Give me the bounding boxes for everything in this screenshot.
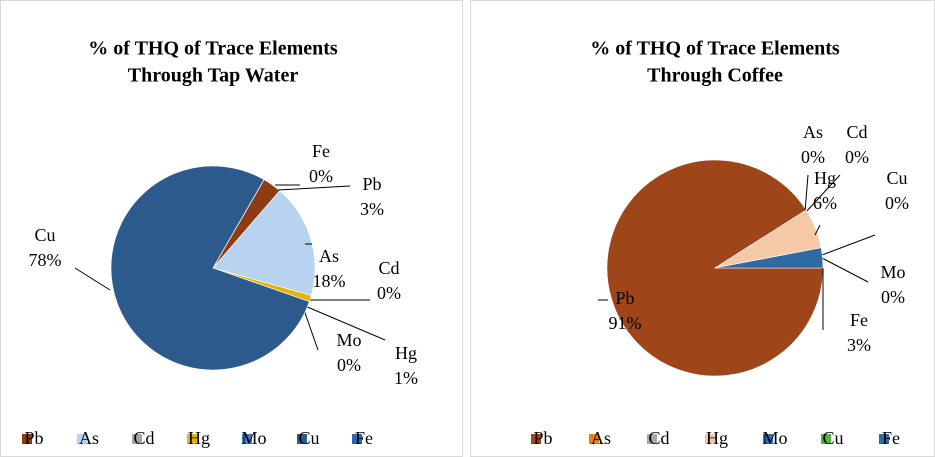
pie-slice bbox=[212, 190, 316, 296]
legend-label: Mo bbox=[241, 428, 266, 448]
legend-label: Hg bbox=[188, 428, 210, 448]
leader-line bbox=[821, 257, 869, 283]
legend-swatch bbox=[531, 434, 541, 444]
data-label-name: Fe bbox=[850, 310, 868, 330]
data-label-name: Cd bbox=[846, 122, 867, 142]
data-label: 91% bbox=[609, 313, 642, 333]
legend-label: Cd bbox=[648, 428, 669, 448]
chart-subtitle: Through Tap Water bbox=[128, 65, 299, 87]
data-label-name: As bbox=[803, 122, 823, 142]
leader-line bbox=[821, 234, 876, 256]
chart-subtitle: Through Coffee bbox=[647, 65, 783, 87]
data-label: 0% bbox=[377, 283, 401, 303]
data-label: 1% bbox=[394, 368, 418, 388]
leader-line bbox=[804, 174, 809, 213]
legend-swatch bbox=[821, 434, 831, 444]
data-label: 18% bbox=[313, 271, 346, 291]
legend-swatch bbox=[647, 434, 657, 444]
legend-label: Fe bbox=[882, 428, 900, 448]
leader-line bbox=[74, 267, 111, 291]
data-label-name: Hg bbox=[395, 343, 417, 363]
data-label-name: Cd bbox=[378, 258, 399, 278]
legend-swatch bbox=[297, 434, 307, 444]
leader-line bbox=[805, 174, 841, 213]
legend-label: As bbox=[591, 428, 611, 448]
legend-swatch bbox=[22, 434, 32, 444]
data-label-name: Mo bbox=[880, 262, 905, 282]
legend-label: Fe bbox=[355, 428, 373, 448]
chart-title: % of THQ of Trace Elements bbox=[88, 38, 338, 60]
data-label: 0% bbox=[337, 355, 361, 375]
legend-label: Mo bbox=[762, 428, 787, 448]
legend-label: Hg bbox=[706, 428, 728, 448]
data-label: 0% bbox=[309, 166, 333, 186]
leader-line bbox=[277, 185, 351, 191]
leader-line bbox=[304, 305, 386, 341]
legend-swatch bbox=[242, 434, 252, 444]
data-label-name: Cu bbox=[886, 168, 907, 188]
legend-label: Pb bbox=[533, 428, 552, 448]
data-label: 3% bbox=[847, 335, 871, 355]
data-label: 6% bbox=[813, 193, 837, 213]
chart-title: % of THQ of Trace Elements bbox=[590, 38, 840, 60]
data-label: 3% bbox=[360, 199, 384, 219]
data-label-name: As bbox=[319, 246, 339, 266]
data-label-name: Pb bbox=[615, 288, 634, 308]
legend-label: Cu bbox=[298, 428, 319, 448]
pie-slice bbox=[110, 165, 310, 371]
data-label: 0% bbox=[885, 193, 909, 213]
legend-swatch bbox=[589, 434, 599, 444]
legend-label: Cu bbox=[822, 428, 843, 448]
legend-swatch bbox=[763, 434, 773, 444]
legend-label: As bbox=[79, 428, 99, 448]
legend-swatch bbox=[879, 434, 889, 444]
data-label-name: Hg bbox=[814, 168, 836, 188]
leader-line bbox=[814, 224, 821, 236]
legend-swatch bbox=[132, 434, 142, 444]
data-label-name: Mo bbox=[336, 330, 361, 350]
leader-line bbox=[303, 309, 319, 351]
data-label-name: Pb bbox=[362, 174, 381, 194]
data-label: 78% bbox=[29, 250, 62, 270]
data-label: 0% bbox=[881, 287, 905, 307]
legend-swatch bbox=[705, 434, 715, 444]
legend-swatch bbox=[77, 434, 87, 444]
legend-label: Cd bbox=[133, 428, 154, 448]
data-label: 0% bbox=[845, 147, 869, 167]
data-label-name: Cu bbox=[34, 225, 55, 245]
legend-label: Pb bbox=[24, 428, 43, 448]
data-label-name: Fe bbox=[312, 141, 330, 161]
pie-slice bbox=[714, 247, 824, 269]
legend-swatch bbox=[352, 434, 362, 444]
legend-swatch bbox=[187, 434, 197, 444]
data-label: 0% bbox=[801, 147, 825, 167]
